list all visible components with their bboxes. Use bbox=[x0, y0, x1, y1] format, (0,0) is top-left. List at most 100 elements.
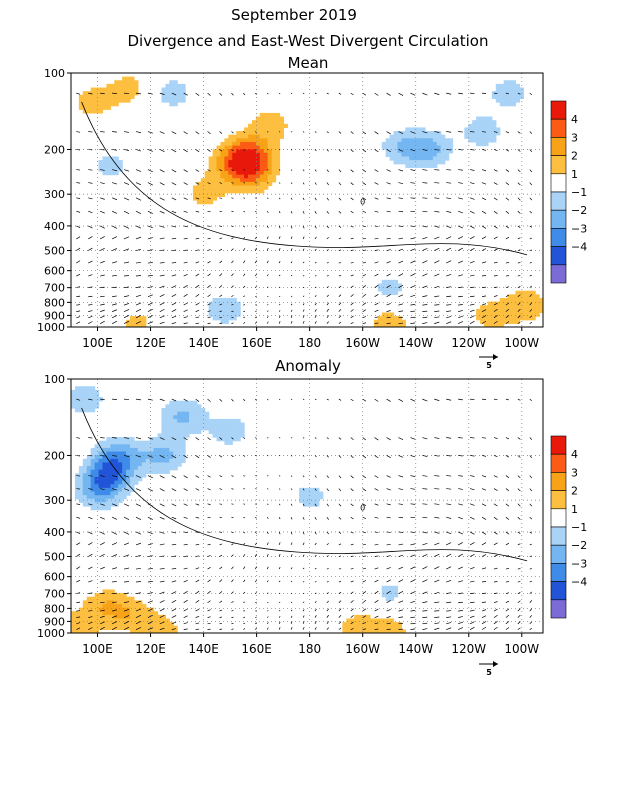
shade-cell bbox=[78, 607, 84, 612]
vector-key-anomaly: 5 bbox=[479, 661, 498, 677]
shade-cell bbox=[177, 451, 182, 456]
shade-cell bbox=[519, 294, 524, 299]
wind-vector bbox=[458, 260, 464, 264]
shade-cell bbox=[82, 498, 88, 503]
shade-cell bbox=[428, 163, 434, 168]
shade-cell bbox=[86, 480, 92, 485]
shade-cell bbox=[86, 622, 92, 627]
shade-cell bbox=[161, 418, 166, 424]
wind-vector bbox=[338, 315, 342, 319]
shade-cell bbox=[397, 622, 402, 627]
wind-vector bbox=[410, 531, 416, 534]
shade-cell bbox=[78, 105, 84, 110]
shade-cell bbox=[511, 294, 517, 299]
wind-vector bbox=[505, 249, 510, 251]
wind-vector bbox=[159, 516, 165, 520]
shade-cell bbox=[515, 83, 520, 89]
shade-cell bbox=[259, 170, 265, 176]
shade-cell bbox=[240, 145, 245, 150]
colorbar-swatch bbox=[550, 435, 567, 455]
shade-cell bbox=[236, 308, 241, 314]
shade-cell bbox=[169, 91, 174, 96]
shade-cell bbox=[137, 462, 143, 467]
wind-vector bbox=[135, 455, 142, 458]
wind-vector bbox=[123, 309, 130, 312]
wind-vector bbox=[493, 92, 498, 95]
shade-cell bbox=[118, 487, 123, 493]
shade-cell bbox=[78, 98, 84, 103]
shade-cell bbox=[110, 625, 115, 630]
shade-cell bbox=[153, 469, 159, 474]
wind-vector bbox=[350, 322, 354, 324]
shade-cell bbox=[137, 611, 143, 616]
shade-cell bbox=[165, 447, 170, 453]
wind-vector bbox=[278, 286, 281, 288]
wind-vector bbox=[493, 169, 498, 172]
shade-cell bbox=[224, 174, 229, 179]
wind-vector bbox=[100, 169, 105, 171]
shade-cell bbox=[267, 131, 273, 136]
shade-cell bbox=[307, 487, 312, 493]
shade-cell bbox=[236, 429, 241, 435]
wind-vector bbox=[469, 542, 475, 546]
shade-cell bbox=[86, 98, 92, 103]
wind-vector bbox=[326, 600, 329, 603]
wind-vector bbox=[76, 310, 81, 312]
shade-cell bbox=[480, 316, 485, 321]
shade-cell bbox=[94, 466, 100, 471]
wind-vector bbox=[529, 149, 533, 153]
wind-vector bbox=[517, 308, 521, 312]
shade-cell bbox=[102, 476, 107, 482]
wind-vector bbox=[195, 475, 200, 478]
shade-cell bbox=[511, 102, 517, 107]
wind-vector bbox=[517, 531, 521, 535]
shade-cell bbox=[94, 397, 100, 402]
wind-vector bbox=[338, 627, 342, 630]
wind-vector bbox=[517, 131, 521, 134]
shade-cell bbox=[436, 156, 442, 161]
wind-vector bbox=[517, 197, 521, 201]
wind-vector bbox=[326, 92, 329, 95]
shade-cell bbox=[393, 622, 399, 627]
shade-cell bbox=[90, 506, 96, 511]
wind-vector bbox=[470, 295, 475, 298]
shade-cell bbox=[366, 614, 371, 620]
shade-cell bbox=[409, 141, 414, 147]
shade-cell bbox=[169, 447, 174, 453]
wind-vector bbox=[231, 591, 234, 594]
shade-cell bbox=[126, 466, 131, 471]
shade-cell bbox=[393, 319, 399, 324]
wind-vector bbox=[350, 475, 354, 479]
shade-cell bbox=[523, 290, 528, 295]
wind-vector bbox=[195, 169, 200, 172]
shade-cell bbox=[503, 308, 509, 314]
wind-vector bbox=[314, 248, 317, 251]
shade-cell bbox=[259, 156, 265, 161]
shade-cell bbox=[212, 170, 218, 176]
shade-cell bbox=[126, 94, 131, 99]
shade-cell bbox=[236, 301, 241, 306]
shade-cell bbox=[165, 444, 170, 449]
shade-cell bbox=[169, 455, 174, 460]
wind-vector bbox=[123, 609, 130, 612]
shade-cell bbox=[177, 404, 182, 409]
shade-cell bbox=[106, 156, 111, 161]
wind-vector bbox=[374, 322, 379, 324]
shade-cell bbox=[491, 120, 497, 125]
wind-vector bbox=[159, 488, 165, 492]
wind-vector bbox=[338, 455, 342, 458]
shade-cell bbox=[491, 94, 497, 99]
wind-vector bbox=[314, 131, 317, 133]
wind-vector bbox=[302, 531, 305, 535]
shade-cell bbox=[94, 458, 100, 464]
shade-cell bbox=[208, 418, 214, 424]
shade-cell bbox=[484, 319, 489, 324]
shade-cell bbox=[539, 305, 543, 310]
shade-cell bbox=[220, 429, 225, 435]
shade-cell bbox=[381, 312, 387, 317]
shade-cell bbox=[428, 149, 434, 154]
wind-vector bbox=[422, 542, 428, 546]
wind-vector bbox=[195, 455, 200, 459]
shade-cell bbox=[102, 506, 107, 511]
shade-cell bbox=[248, 163, 253, 168]
